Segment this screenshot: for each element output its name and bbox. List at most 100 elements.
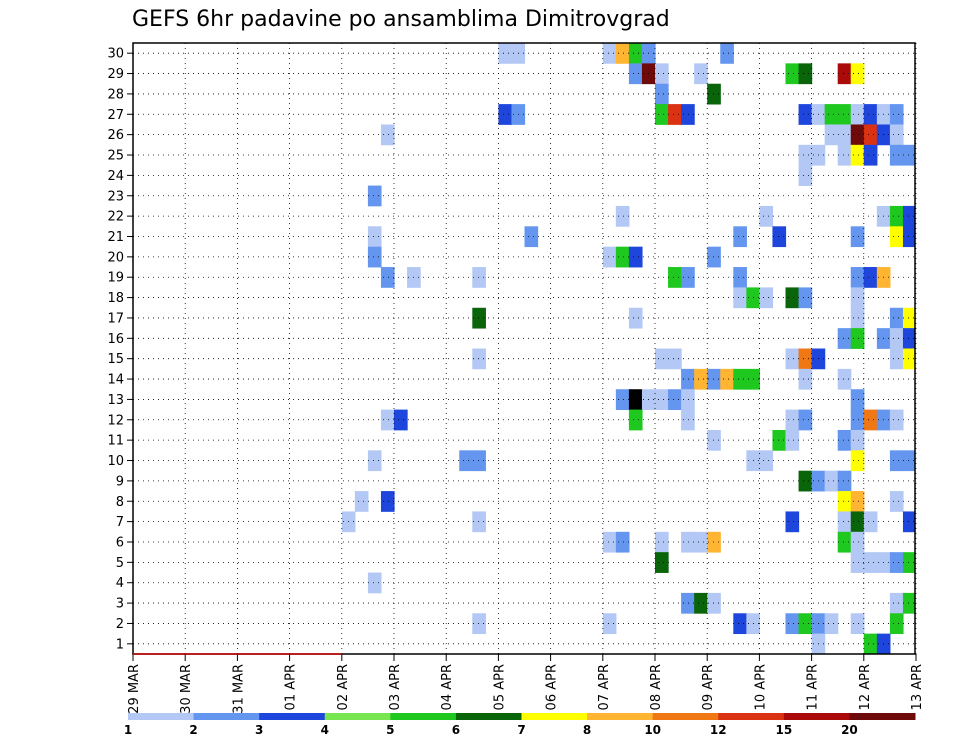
legend-swatch xyxy=(783,713,850,720)
precip-cell xyxy=(850,124,865,146)
precip-cell xyxy=(707,429,721,451)
legend-label: 6 xyxy=(452,723,460,737)
precip-cell xyxy=(824,613,839,635)
precip-cell xyxy=(602,531,617,553)
legend-swatch xyxy=(324,713,391,720)
precip-cell xyxy=(707,368,721,390)
y-tick-label: 24 xyxy=(107,169,124,184)
legend-swatch xyxy=(521,713,588,720)
precip-cell xyxy=(798,368,813,390)
y-tick-label: 11 xyxy=(107,434,124,449)
precip-cell xyxy=(863,409,878,431)
x-tick-label: 30 MAR xyxy=(179,664,194,714)
precip-cell xyxy=(655,531,669,553)
y-tick-label: 18 xyxy=(107,291,124,306)
legend-swatch xyxy=(587,713,654,720)
legend-label: 1 xyxy=(124,723,132,737)
x-tick-label: 07 APR xyxy=(597,664,612,710)
precip-cell xyxy=(785,63,800,85)
precip-cell xyxy=(394,409,408,431)
precip-cell xyxy=(889,205,904,227)
precip-cell xyxy=(380,267,395,288)
x-tick-label: 03 APR xyxy=(388,664,403,710)
precip-cell xyxy=(628,389,643,410)
precip-cell xyxy=(655,552,669,573)
y-tick-label: 28 xyxy=(107,87,124,102)
precip-cell xyxy=(798,409,813,431)
legend-label: 3 xyxy=(255,723,263,737)
y-tick-label: 23 xyxy=(107,189,124,204)
y-tick-label: 3 xyxy=(116,597,124,612)
precip-cell xyxy=(785,348,800,370)
precip-cell xyxy=(850,267,865,288)
legend-swatch xyxy=(652,713,719,720)
y-tick-label: 12 xyxy=(107,413,124,428)
y-tick-label: 19 xyxy=(107,271,124,286)
precip-cell xyxy=(850,429,865,451)
precip-cell xyxy=(759,450,774,472)
precip-cell xyxy=(837,63,852,85)
chart-title: GEFS 6hr padavine po ansamblima Dimitrov… xyxy=(132,7,670,32)
precip-cell xyxy=(707,83,721,105)
precip-cell xyxy=(380,124,395,146)
precip-cell xyxy=(628,307,643,329)
precip-cell xyxy=(837,104,852,125)
precip-cell xyxy=(668,348,682,370)
precip-cell xyxy=(785,511,800,533)
precip-cell xyxy=(615,531,630,553)
precip-cell xyxy=(615,205,630,227)
precip-cell xyxy=(837,124,852,146)
precip-cell xyxy=(655,63,669,85)
precip-cell xyxy=(615,43,630,64)
precip-cell xyxy=(863,104,878,125)
cells-layer xyxy=(341,43,915,655)
legend-label: 15 xyxy=(775,723,792,737)
precip-cell xyxy=(733,613,747,635)
precip-cell xyxy=(380,409,395,431)
precip-cell xyxy=(459,450,473,472)
precip-cell xyxy=(472,613,486,635)
precip-cell xyxy=(850,104,865,125)
precip-cell xyxy=(472,267,486,288)
y-tick-label: 6 xyxy=(116,535,124,550)
precip-cell xyxy=(850,613,865,635)
precip-cell xyxy=(602,43,617,64)
precip-cell xyxy=(681,104,695,125)
legend-swatch xyxy=(259,713,326,720)
y-tick-label: 7 xyxy=(116,515,124,530)
legend-swatch xyxy=(193,713,260,720)
precip-cell xyxy=(681,368,695,390)
precip-cell xyxy=(785,287,800,309)
precip-cell xyxy=(668,267,682,288)
precip-cell xyxy=(655,83,669,105)
color-legend: 1 2 3 4 5 6 7 8 10 12 15 20 xyxy=(124,713,916,737)
y-tick-label: 22 xyxy=(107,210,124,225)
precip-cell xyxy=(824,104,839,125)
precip-cell xyxy=(889,124,904,146)
precip-cell xyxy=(850,531,865,553)
y-axis: 1234567891011121314151617181920212223242… xyxy=(107,47,133,652)
precip-cell xyxy=(850,307,865,329)
precip-cell xyxy=(798,613,813,635)
y-tick-label: 5 xyxy=(116,556,124,571)
precip-cell xyxy=(889,592,904,614)
precip-cell xyxy=(889,328,904,349)
precip-cell xyxy=(850,409,865,431)
precip-cell xyxy=(367,185,382,207)
y-tick-label: 14 xyxy=(107,373,124,388)
precip-cell xyxy=(733,287,747,309)
x-tick-label: 12 APR xyxy=(858,664,873,710)
precip-cell xyxy=(733,267,747,288)
y-tick-label: 17 xyxy=(107,311,124,326)
precip-cell xyxy=(668,104,682,125)
precip-cell xyxy=(889,450,904,472)
precip-cell xyxy=(472,511,486,533)
precip-cell xyxy=(785,429,800,451)
precip-cell xyxy=(694,63,708,85)
y-tick-label: 16 xyxy=(107,332,124,347)
legend-label: 5 xyxy=(386,723,394,737)
precip-cell xyxy=(850,450,865,472)
y-tick-label: 8 xyxy=(116,495,124,510)
precip-cell xyxy=(707,531,721,553)
